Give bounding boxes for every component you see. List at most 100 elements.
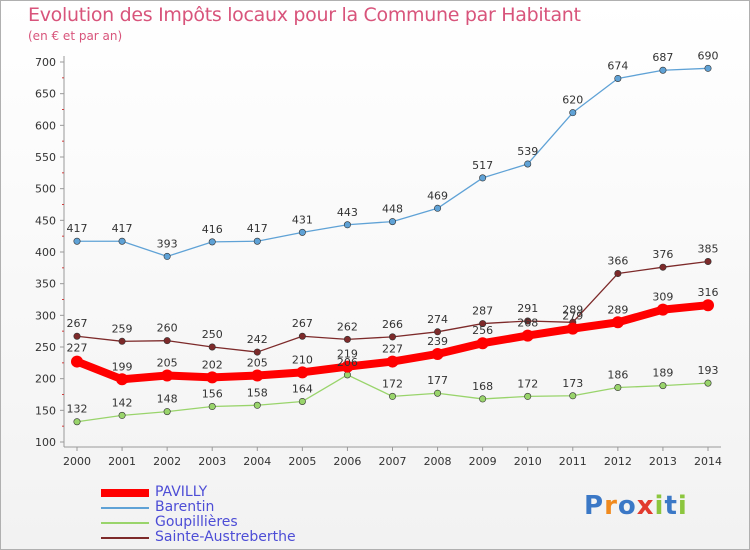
data-label: 448 — [382, 203, 403, 216]
data-point — [118, 237, 126, 245]
data-point — [206, 371, 219, 384]
logo-letter: i — [654, 491, 665, 521]
data-label: 132 — [67, 403, 88, 416]
legend-swatch-pavilly — [101, 489, 149, 497]
x-tick-label: 2012 — [604, 455, 632, 468]
x-tick-label: 2004 — [243, 455, 271, 468]
data-point — [251, 369, 264, 382]
data-point — [704, 257, 712, 265]
legend-item-goupillieres: Goupillières — [101, 514, 361, 531]
x-tick-label: 2010 — [514, 455, 542, 468]
y-tick-label: 150 — [35, 404, 56, 417]
data-point — [434, 328, 442, 336]
y-tick-label: 200 — [35, 373, 56, 386]
data-point — [524, 160, 532, 168]
data-label: 376 — [652, 248, 673, 261]
data-point — [343, 335, 351, 343]
y-tick-label: 550 — [35, 151, 56, 164]
data-label: 443 — [337, 206, 358, 219]
chart-title: Evolution des Impôts locaux pour la Comm… — [28, 4, 581, 26]
x-tick-label: 2002 — [153, 455, 181, 468]
data-point — [479, 395, 487, 403]
y-tick-label: 500 — [35, 183, 56, 196]
data-label: 539 — [517, 145, 538, 158]
data-label: 674 — [607, 59, 628, 72]
x-tick-label: 2007 — [379, 455, 407, 468]
data-point — [704, 64, 712, 72]
data-point — [566, 322, 579, 335]
data-label: 239 — [427, 335, 448, 348]
proxiti-logo: Proxiti — [584, 491, 688, 521]
y-tick-label: 600 — [35, 119, 56, 132]
data-label: 260 — [157, 322, 178, 335]
y-tick-label: 400 — [35, 246, 56, 259]
logo-letter: i — [677, 491, 688, 521]
data-label: 289 — [562, 303, 583, 316]
data-label: 469 — [427, 189, 448, 202]
data-point — [298, 332, 306, 340]
data-label: 385 — [698, 243, 719, 256]
data-point — [73, 418, 81, 426]
data-point — [253, 401, 261, 409]
data-label: 189 — [652, 367, 673, 380]
data-point — [476, 337, 489, 350]
y-tick-label: 650 — [35, 88, 56, 101]
data-point — [524, 317, 532, 325]
data-point — [614, 270, 622, 278]
data-label: 177 — [427, 374, 448, 387]
data-label: 205 — [157, 357, 178, 370]
data-point — [163, 252, 171, 260]
y-tick-label: 450 — [35, 214, 56, 227]
y-tick-label: 300 — [35, 309, 56, 322]
data-label: 687 — [652, 51, 673, 64]
data-label: 417 — [112, 222, 133, 235]
data-point — [702, 299, 714, 312]
series-line-barentin — [76, 67, 709, 258]
data-point — [343, 221, 351, 229]
data-label: 268 — [517, 317, 538, 330]
legend-label-goupillieres: Goupillières — [155, 514, 238, 530]
data-label: 267 — [292, 317, 313, 330]
data-point — [208, 238, 216, 246]
data-label: 205 — [247, 357, 268, 370]
y-tick-label: 700 — [35, 56, 56, 69]
data-point — [296, 366, 309, 379]
data-label: 431 — [292, 213, 313, 226]
data-point — [388, 218, 396, 226]
legend-label-pavilly: PAVILLY — [155, 484, 208, 500]
data-point — [208, 403, 216, 411]
data-point — [386, 355, 399, 368]
data-point — [118, 337, 126, 345]
data-point — [388, 333, 396, 341]
data-point — [431, 347, 444, 360]
x-tick-label: 2011 — [559, 455, 587, 468]
x-tick-label: 2013 — [649, 455, 677, 468]
data-label: 164 — [292, 382, 313, 395]
logo-letter: x — [636, 491, 655, 521]
data-point — [298, 228, 306, 236]
data-label: 242 — [247, 333, 268, 346]
data-label: 259 — [112, 322, 133, 335]
data-label: 287 — [472, 305, 493, 318]
data-point — [569, 109, 577, 117]
data-point — [611, 316, 624, 329]
data-point — [479, 320, 487, 328]
data-label: 266 — [382, 318, 403, 331]
legend-label-sainte-austreberthe: Sainte-Austreberthe — [155, 529, 296, 545]
data-label: 186 — [607, 369, 628, 382]
data-point — [659, 66, 667, 74]
data-label: 168 — [472, 380, 493, 393]
data-label: 173 — [562, 377, 583, 390]
data-point — [524, 392, 532, 400]
y-tick-label: 250 — [35, 341, 56, 354]
data-point — [163, 408, 171, 416]
x-tick-label: 2006 — [333, 455, 361, 468]
legend-swatch-barentin — [101, 507, 149, 509]
logo-letter: P — [584, 491, 605, 521]
data-label: 289 — [607, 303, 628, 316]
x-tick-label: 2000 — [63, 455, 91, 468]
data-point — [73, 237, 81, 245]
x-tick-label: 2005 — [288, 455, 316, 468]
data-point — [659, 382, 667, 390]
